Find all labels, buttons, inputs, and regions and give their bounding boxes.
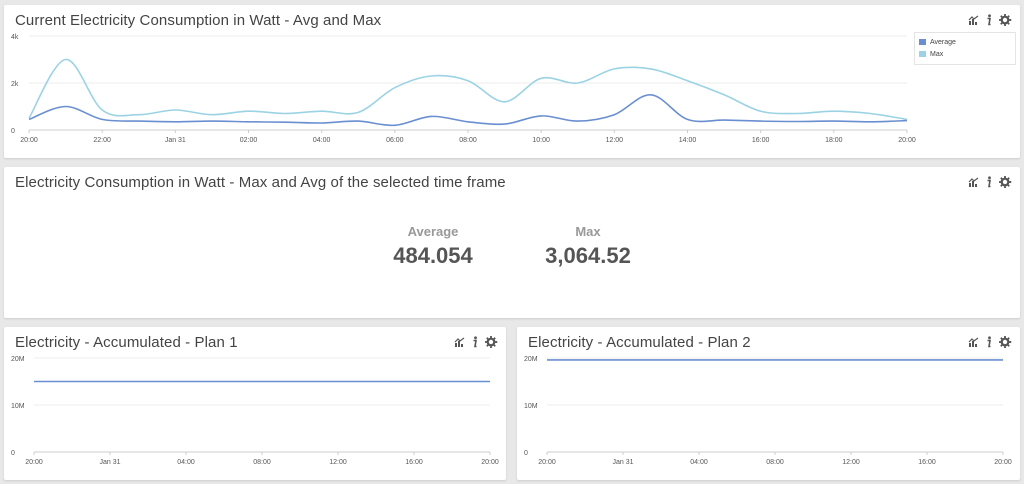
x-tick-label: 12:00 xyxy=(606,137,624,144)
legend-swatch xyxy=(919,51,926,57)
series-line-max[interactable] xyxy=(28,58,908,121)
x-tick-label: Jan 31 xyxy=(99,459,120,466)
x-tick-label: 08:00 xyxy=(459,137,477,144)
info-icon[interactable] xyxy=(986,14,992,26)
chart-type-icon[interactable] xyxy=(968,15,979,26)
x-tick-label: 08:00 xyxy=(253,459,271,466)
panel-accumulated-plan-1: Electricity - Accumulated - Plan 1 0 10M 2… xyxy=(4,327,506,480)
x-tick-label: 18:00 xyxy=(825,137,843,144)
legend-label: Max xyxy=(930,50,944,58)
stat-max: Max 3,064.52 xyxy=(508,224,668,269)
x-tick-label: 08:00 xyxy=(766,459,784,466)
x-tick-label: 06:00 xyxy=(386,137,404,144)
panel-title: Electricity - Accumulated - Plan 1 xyxy=(15,334,238,351)
chart-type-icon[interactable] xyxy=(968,177,979,188)
x-tick-label: 20:00 xyxy=(994,459,1012,466)
x-tick-label: 16:00 xyxy=(918,459,936,466)
accumulated-plan-2-chart: 0 10M 20M 20:00 Jan 31 04:00 08:00 12:00 16:00 20… xyxy=(524,356,1012,466)
panel-toolbar xyxy=(454,336,498,348)
x-tick-label: 20:00 xyxy=(20,137,38,144)
x-tick-label: 14:00 xyxy=(679,137,697,144)
stat-value: 3,064.52 xyxy=(545,243,631,268)
info-icon[interactable] xyxy=(986,176,992,188)
x-tick-label: 20:00 xyxy=(25,459,43,466)
x-tick-label: 12:00 xyxy=(842,459,860,466)
x-tick-label: 20:00 xyxy=(538,459,556,466)
x-tick-label: 04:00 xyxy=(313,137,331,144)
x-tick-label: 16:00 xyxy=(752,137,770,144)
gear-icon[interactable] xyxy=(999,336,1012,348)
x-tick-label: 16:00 xyxy=(405,459,423,466)
y-tick-label: 0 xyxy=(524,450,528,457)
stat-average: Average 484.054 xyxy=(353,224,513,269)
info-icon[interactable] xyxy=(986,336,992,348)
panel-toolbar xyxy=(968,14,1012,26)
legend-swatch xyxy=(919,39,926,45)
stat-value: 484.054 xyxy=(393,243,473,268)
x-tick-label: 10:00 xyxy=(532,137,550,144)
accumulated-plan-1-chart: 0 10M 20M 20:00 Jan 31 04:00 08:00 12:00 16:00 20… xyxy=(11,356,499,466)
y-tick-label: 10M xyxy=(11,403,25,410)
chart-legend: Average Max xyxy=(914,32,1016,65)
y-tick-label: 4k xyxy=(11,34,19,41)
legend-item-max[interactable]: Max xyxy=(919,48,1011,60)
gear-icon[interactable] xyxy=(485,336,498,348)
panel-title: Electricity - Accumulated - Plan 2 xyxy=(528,334,751,351)
panel-accumulated-plan-2: Electricity - Accumulated - Plan 2 0 10M 2… xyxy=(517,327,1020,480)
x-tick-label: Jan 31 xyxy=(612,459,633,466)
info-icon[interactable] xyxy=(472,336,478,348)
panel-toolbar xyxy=(968,176,1012,188)
x-tick-label: 22:00 xyxy=(93,137,111,144)
gear-icon[interactable] xyxy=(999,176,1012,188)
panel-toolbar xyxy=(968,336,1012,348)
x-tick-label: 20:00 xyxy=(481,459,499,466)
stat-label: Max xyxy=(575,224,601,239)
panel-title: Electricity Consumption in Watt - Max an… xyxy=(15,174,506,191)
legend-label: Average xyxy=(930,38,956,46)
x-tick-label: 02:00 xyxy=(240,137,258,144)
chart-type-icon[interactable] xyxy=(968,337,979,348)
stat-label: Average xyxy=(407,224,459,239)
x-tick-label: 20:00 xyxy=(898,137,916,144)
y-tick-label: 20M xyxy=(524,356,538,363)
x-tick-label: 12:00 xyxy=(329,459,347,466)
x-tick-label: 04:00 xyxy=(690,459,708,466)
y-tick-label: 10M xyxy=(524,403,538,410)
y-tick-label: 2k xyxy=(11,81,19,88)
consumption-line-chart: 0 2k 4k 20:00 22:00 Jan 31 02:00 04:00 06:00 08:0… xyxy=(11,34,916,144)
x-tick-label: Jan 31 xyxy=(165,137,186,144)
y-tick-label: 0 xyxy=(11,450,15,457)
gear-icon[interactable] xyxy=(999,14,1012,26)
panel-consumption-stats: Electricity Consumption in Watt - Max an… xyxy=(4,167,1020,318)
x-tick-label: 04:00 xyxy=(177,459,195,466)
y-tick-label: 20M xyxy=(11,356,25,363)
chart-type-icon[interactable] xyxy=(454,337,465,348)
y-tick-label: 0 xyxy=(11,128,15,135)
series-line-average[interactable] xyxy=(28,93,908,127)
panel-title: Current Electricity Consumption in Watt … xyxy=(15,12,382,29)
legend-item-average[interactable]: Average xyxy=(919,36,1011,48)
panel-consumption-chart: Current Electricity Consumption in Watt … xyxy=(4,5,1020,158)
